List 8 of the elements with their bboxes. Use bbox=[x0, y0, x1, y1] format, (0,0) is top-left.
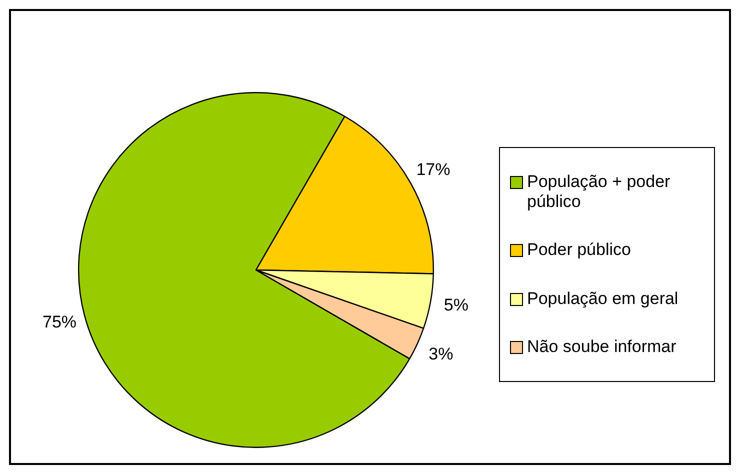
data-label: 75% bbox=[42, 312, 77, 332]
data-label: 5% bbox=[444, 296, 468, 315]
data-label: 17% bbox=[416, 160, 450, 179]
legend-label: Não soube informar bbox=[527, 336, 676, 357]
legend-label: População em geral bbox=[527, 288, 678, 309]
legend-label: População + poder público bbox=[527, 172, 672, 212]
data-label: 3% bbox=[428, 344, 454, 364]
legend-label: Poder público bbox=[527, 240, 631, 260]
